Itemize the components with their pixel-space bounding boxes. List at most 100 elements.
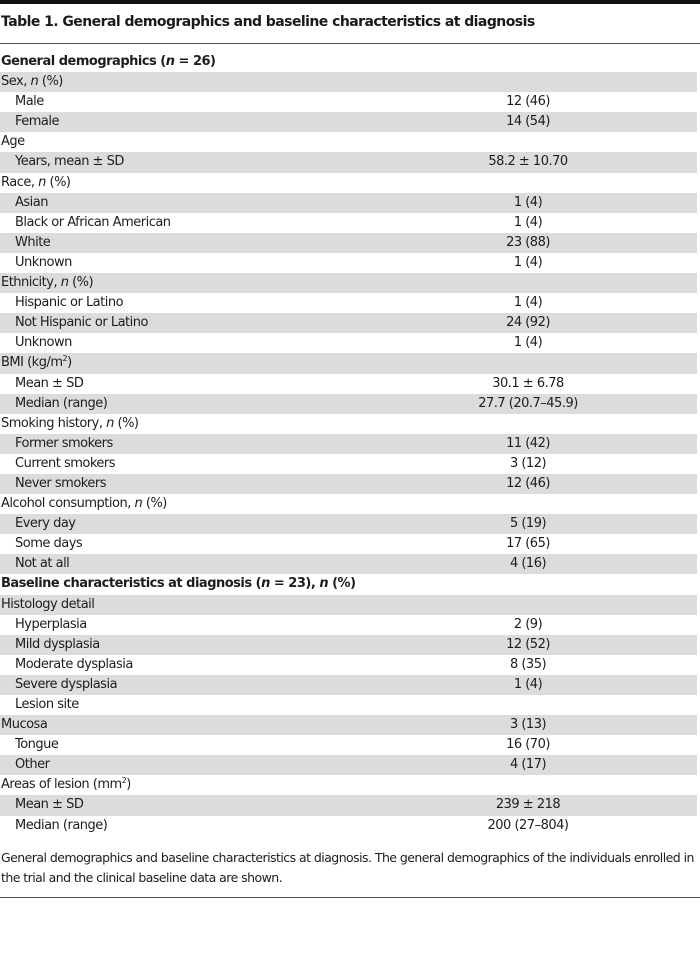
row-label: Moderate dysplasia: [15, 656, 133, 672]
group-row: Sex, n (%): [0, 72, 697, 93]
group-row: Alcohol consumption, n (%): [0, 494, 700, 514]
row-value: 27.7 (20.7–45.9): [478, 395, 578, 411]
table-row: Severe dysplasia 1 (4): [0, 674, 697, 695]
table-row: Years, mean ± SD 58.2 ± 10.70: [0, 152, 697, 173]
row-value: 58.2 ± 10.70: [488, 154, 568, 170]
group-row: Smoking history, n (%): [0, 414, 700, 434]
row-value: 30.1 ± 6.78: [492, 375, 564, 391]
table-row: Lesion site: [0, 695, 700, 715]
row-label: Baseline characteristics at diagnosis (n…: [1, 576, 356, 592]
row-value: 1 (4): [513, 295, 543, 311]
row-label: Severe dysplasia: [15, 676, 118, 692]
row-label: Smoking history, n (%): [1, 415, 139, 431]
section-header-row: General demographics (n = 26): [0, 52, 700, 72]
row-label: Race, n (%): [1, 174, 71, 190]
title-divider: [0, 43, 700, 44]
row-value: 12 (52): [506, 636, 550, 652]
table-row: Mean ± SD 239 ± 218: [0, 795, 697, 816]
row-value: 200 (27–804): [487, 817, 569, 833]
table-row: Never smokers 12 (46): [0, 473, 697, 495]
table-caption: General demographics and baseline charac…: [1, 850, 694, 885]
row-label: Mild dysplasia: [15, 636, 100, 652]
group-row: Mucosa 3 (13): [0, 715, 697, 736]
row-label: Age: [1, 134, 25, 150]
row-value: 3 (12): [509, 455, 547, 471]
table-row: Unknown 1 (4): [0, 333, 700, 353]
row-value: 1 (4): [513, 676, 543, 692]
table-row: Some days 17 (65): [0, 534, 700, 554]
row-label: Black or African American: [15, 214, 171, 230]
row-label: Mucosa: [1, 717, 48, 733]
table-row: Median (range) 27.7 (20.7–45.9): [0, 393, 697, 414]
row-label: Other: [15, 757, 50, 773]
row-label: Never smokers: [15, 475, 106, 491]
group-row: Histology detail: [0, 594, 697, 615]
row-value: 1 (4): [513, 194, 543, 210]
row-label: Tongue: [15, 737, 59, 753]
table-row: Mild dysplasia 12 (52): [0, 634, 697, 655]
row-value: 4 (16): [509, 556, 547, 572]
row-value: 12 (46): [506, 94, 550, 110]
row-label: Unknown: [15, 254, 72, 270]
row-value: 11 (42): [506, 435, 550, 451]
table-row: Other 4 (17): [0, 755, 697, 776]
table-row: Moderate dysplasia 8 (35): [0, 655, 700, 675]
row-value: 16 (70): [506, 737, 550, 753]
row-value: 1 (4): [513, 214, 543, 230]
table-row: Hispanic or Latino 1 (4): [0, 293, 700, 313]
row-label: Alcohol consumption, n (%): [1, 496, 167, 512]
row-label: Lesion site: [15, 697, 79, 712]
row-value: 14 (54): [506, 114, 550, 130]
table-row: White 23 (88): [0, 232, 697, 253]
table-row: Black or African American 1 (4): [0, 213, 700, 233]
row-label: Female: [15, 114, 60, 130]
table-row: Female 14 (54): [0, 112, 697, 133]
row-value: 23 (88): [506, 234, 550, 250]
row-label: Areas of lesion (mm2): [1, 776, 131, 793]
row-label: Ethnicity, n (%): [1, 275, 94, 291]
row-label: Hispanic or Latino: [15, 295, 124, 311]
row-label: Sex, n (%): [1, 74, 63, 90]
row-value: 4 (17): [509, 757, 547, 773]
row-label: General demographics (n = 26): [1, 54, 216, 69]
row-value: 3 (13): [509, 717, 547, 733]
row-label: Not at all: [15, 556, 70, 572]
top-border-bar: [0, 0, 700, 4]
row-value: 8 (35): [509, 656, 547, 672]
table-row: Male 12 (46): [0, 92, 700, 112]
group-row: Race, n (%): [0, 173, 700, 193]
row-label: Median (range): [15, 395, 108, 411]
row-label: Some days: [15, 536, 83, 552]
row-value: 5 (19): [509, 516, 547, 532]
table-title: Table 1. General demographics and baseli…: [1, 14, 535, 30]
row-label: BMI (kg/m2): [1, 354, 72, 371]
row-label: Histology detail: [1, 596, 95, 612]
row-label: Current smokers: [15, 455, 116, 471]
group-row: Age: [0, 132, 700, 152]
row-value: 1 (4): [513, 335, 543, 351]
row-label: Male: [15, 94, 44, 110]
table-row: Mean ± SD 30.1 ± 6.78: [0, 374, 700, 394]
group-row: Ethnicity, n (%): [0, 273, 697, 294]
row-label: White: [15, 234, 51, 250]
row-label: Former smokers: [15, 435, 113, 451]
table-row: Former smokers 11 (42): [0, 433, 697, 454]
table-row: Every day 5 (19): [0, 514, 697, 535]
table-row: Unknown 1 (4): [0, 253, 700, 273]
group-row: BMI (kg/m2): [0, 353, 697, 374]
row-label: Median (range): [15, 817, 108, 833]
row-value: 17 (65): [506, 536, 550, 552]
row-value: 2 (9): [513, 616, 543, 632]
table-row: Asian 1 (4): [0, 192, 697, 213]
table-row: Median (range) 200 (27–804): [0, 816, 700, 836]
row-label: Years, mean ± SD: [15, 154, 124, 170]
row-label: Every day: [15, 516, 76, 532]
row-label: Asian: [15, 194, 48, 210]
row-value: 12 (46): [506, 475, 550, 491]
table-row: Tongue 16 (70): [0, 735, 700, 755]
row-label: Unknown: [15, 335, 72, 351]
bottom-divider: [0, 897, 700, 898]
group-row: Areas of lesion (mm2): [0, 775, 700, 795]
row-label: Hyperplasia: [15, 616, 87, 632]
row-label: Not Hispanic or Latino: [15, 315, 148, 331]
